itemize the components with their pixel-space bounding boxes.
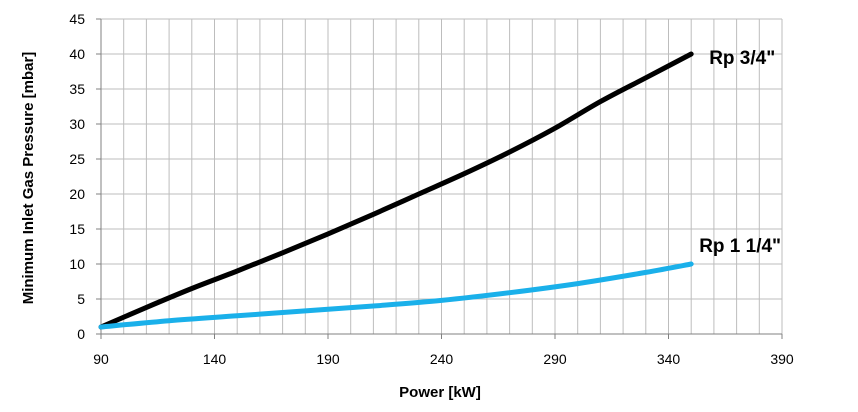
x-tick-label: 90 — [93, 351, 109, 367]
y-tick-label: 40 — [69, 46, 85, 62]
y-tick-label: 5 — [77, 291, 85, 307]
axes — [96, 18, 783, 339]
y-tick-label: 30 — [69, 116, 85, 132]
x-tick-labels: 90 140 190 240 290 340 390 — [93, 351, 794, 367]
x-tick-label: 340 — [657, 351, 681, 367]
grid — [101, 18, 783, 334]
y-tick-label: 10 — [69, 256, 85, 272]
series-labels: Rp 3/4" Rp 1 1/4" — [699, 48, 781, 257]
x-axis-title: Power [kW] — [399, 384, 481, 401]
x-tick-label: 240 — [430, 351, 454, 367]
series-line — [98, 261, 694, 330]
y-tick-label: 15 — [69, 221, 85, 237]
x-tick-label: 390 — [770, 351, 794, 367]
x-tick-label: 190 — [316, 351, 340, 367]
series-line — [98, 51, 694, 330]
series-label: Rp 1 1/4" — [699, 236, 781, 257]
y-tick-label: 25 — [69, 151, 85, 167]
y-tick-labels: 0 5 10 15 20 25 30 35 40 45 — [69, 11, 85, 342]
series-group — [98, 51, 694, 330]
y-tick-label: 45 — [69, 11, 85, 27]
y-tick-label: 35 — [69, 81, 85, 97]
x-tick-label: 140 — [203, 351, 227, 367]
y-axis-title: Minimum Inlet Gas Pressure [mbar] — [20, 52, 37, 305]
x-tick-label: 290 — [543, 351, 567, 367]
y-tick-label: 20 — [69, 186, 85, 202]
y-tick-label: 0 — [77, 326, 85, 342]
series-label: Rp 3/4" — [709, 48, 775, 69]
